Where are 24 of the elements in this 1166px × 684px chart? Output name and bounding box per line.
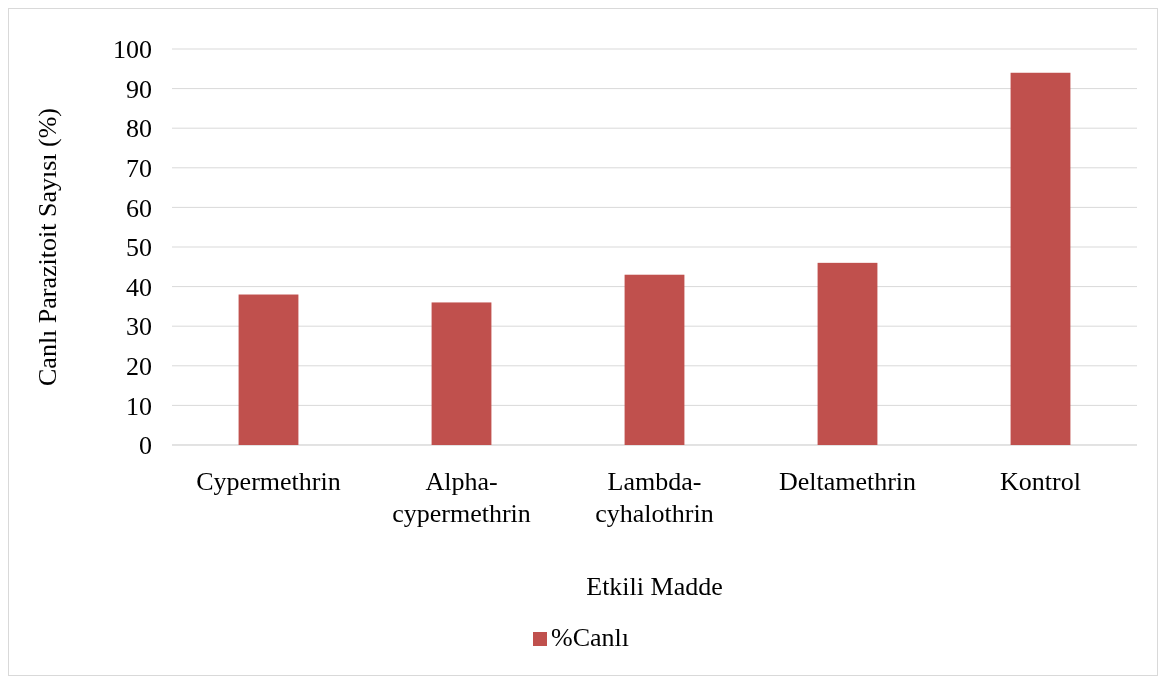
bar (238, 294, 299, 445)
x-tick-label: Kontrol (1000, 467, 1081, 496)
bar (624, 274, 685, 445)
y-tick-label: 10 (126, 391, 152, 421)
y-tick-label: 0 (139, 431, 152, 461)
y-axis-title: Canlı Parazitoit Sayısı (%) (33, 107, 62, 387)
x-axis-title: Etkili Madde (586, 572, 723, 601)
bar (431, 302, 492, 445)
legend-label: %Canlı (551, 623, 629, 652)
y-tick-label: 40 (126, 272, 152, 302)
y-tick-label: 20 (126, 351, 152, 381)
x-tick-label: Lambda-cyhalothrin (595, 467, 714, 528)
x-tick-label: Cypermethrin (196, 467, 341, 496)
bar (817, 262, 878, 445)
y-tick-label: 100 (113, 35, 152, 65)
x-tick-label: Deltamethrin (778, 467, 917, 496)
y-tick-label: 80 (126, 114, 152, 144)
y-tick-label: 90 (126, 74, 152, 104)
x-tick-label: Alpha-cypermethrin (392, 467, 531, 528)
y-tick-label: 50 (126, 233, 152, 263)
bar (1010, 72, 1071, 445)
y-tick-label: 30 (126, 312, 152, 342)
y-tick-label: 70 (126, 153, 152, 183)
y-tick-label: 60 (126, 193, 152, 223)
